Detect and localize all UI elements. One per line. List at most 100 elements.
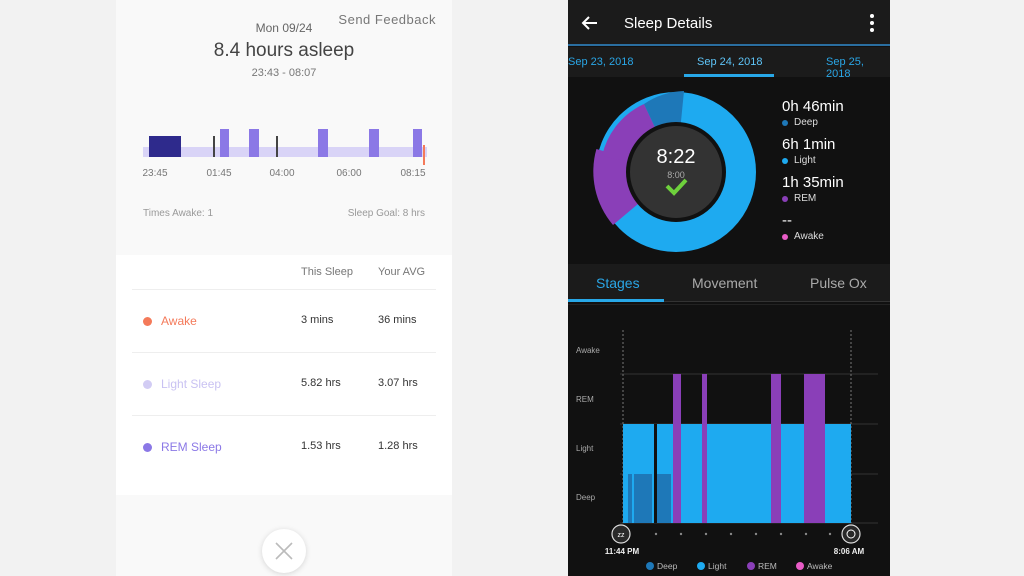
timeline-deep-segment [149,136,181,157]
tab-underline [568,299,664,302]
row-label: REM Sleep [161,440,222,454]
deep-stage-block [634,474,652,523]
rem-stage-block [771,374,781,523]
date-current[interactable]: Sep 24, 2018 [697,56,763,68]
timeline-awake-marker [423,145,425,165]
table-row: Light Sleep 5.82 hrs 3.07 hrs [132,352,436,414]
sleep-goal: Sleep Goal: 8 hrs [347,208,425,219]
stat-label: Light [794,155,816,166]
table-row: REM Sleep 1.53 hrs 1.28 hrs [132,415,436,477]
awake-dot-icon [143,317,152,326]
legend-awake: Awake [807,561,833,571]
y-label-deep: Deep [576,493,596,502]
light-sleep-dot-icon [143,380,152,389]
sleep-stages-chart: Awake REM Light Deep zz 11:44 PM 8:06 AM… [568,304,890,571]
stat-rem: 1h 35min REM [782,174,844,204]
back-arrow-icon[interactable] [580,13,600,33]
close-icon [275,542,293,560]
row-label: Light Sleep [161,377,222,391]
garmin-sleep-screen: Sleep Details Sep 23, 2018 Sep 24, 2018 … [568,0,890,576]
tab-bar: Stages Movement Pulse Ox [568,264,890,302]
sleep-goal-time: 8:00 [667,170,685,180]
timeline-base [143,147,427,157]
stat-deep: 0h 46min Deep [782,98,844,128]
alarm-clock-icon [841,524,861,544]
legend-rem-dot-icon [747,562,755,570]
stat-label: Awake [794,231,824,242]
zzz-icon: zz [618,532,626,539]
sleep-date: Mon 09/24 [255,21,313,35]
fitbit-sleep-screen: Send Feedback Mon 09/24 8.4 hours asleep… [116,0,452,576]
y-label-awake: Awake [576,346,600,355]
donut-center [628,124,724,220]
timeline-wake-marker [213,136,215,157]
tab-stages[interactable]: Stages [596,275,640,291]
awake-dot-icon [782,233,788,240]
sleep-donut-chart: 8:22 8:00 [593,91,756,252]
row-avg-value: 3.07 hrs [378,377,418,389]
chart-end-time: 8:06 AM [834,547,865,556]
time-tick: 06:00 [336,168,362,179]
col-your-avg: Your AVG [378,266,426,278]
legend-awake-dot-icon [796,562,804,570]
deep-stage-block [657,474,671,523]
check-icon [665,178,688,196]
timeline-wake-marker [276,136,278,157]
y-label-light: Light [576,444,594,453]
sleep-start-icon [611,524,631,544]
sleep-stage-table: This Sleep Your AVG Awake 3 mins 36 mins… [116,255,452,495]
date-prev[interactable]: Sep 23, 2018 [568,56,634,68]
y-label-rem: REM [576,395,594,404]
stat-awake: -- Awake [782,212,824,242]
timeline-rem-segment [249,129,259,157]
rem-stage-block [804,374,825,523]
gap-block [654,424,657,523]
legend-light-dot-icon [697,562,705,570]
timeline-rem-segment [220,129,229,157]
date-underline [684,74,774,77]
time-tick: 04:00 [269,168,295,179]
timeline-rem-segment [413,129,422,157]
row-this-value: 1.53 hrs [301,440,341,452]
total-sleep-time: 8:22 [657,146,696,168]
rem-sleep-dot-icon [143,443,152,452]
timeline-rem-segment [318,129,328,157]
row-avg-value: 36 mins [378,314,417,326]
stat-value: 1h 35min [782,174,844,191]
stat-value: -- [782,212,792,229]
stat-label: REM [794,193,817,204]
legend-deep: Deep [657,561,678,571]
deep-dot-icon [782,119,788,126]
row-this-value: 5.82 hrs [301,377,341,389]
deep-stage-block [628,474,632,523]
tab-pulse-ox[interactable]: Pulse Ox [810,275,867,291]
time-tick: 01:45 [206,168,232,179]
close-button[interactable] [262,529,306,573]
table-row: Awake 3 mins 36 mins [132,289,436,351]
legend-deep-dot-icon [646,562,654,570]
legend-light: Light [708,561,727,571]
time-tick: 08:15 [400,168,426,179]
chart-start-time: 11:44 PM [605,547,640,556]
hours-asleep: 8.4 hours asleep [213,40,355,61]
row-label: Awake [161,314,197,328]
legend-rem: REM [758,561,777,571]
date-next[interactable]: Sep 25, 2018 [826,56,864,80]
date-selector: Sep 23, 2018 Sep 24, 2018 Sep 25, 2018 [568,47,890,80]
stat-value: 6h 1min [782,136,836,153]
row-avg-value: 1.28 hrs [378,440,418,452]
rem-stage-block [702,374,707,523]
sleep-time-range: 23:43 - 08:07 [251,67,317,79]
tab-movement[interactable]: Movement [692,275,758,291]
light-dot-icon [782,157,788,164]
sleep-timeline [143,120,427,166]
row-this-value: 3 mins [301,314,334,326]
stat-label: Deep [794,117,818,128]
rem-stage-block [673,374,681,523]
page-title: Sleep Details [624,15,713,32]
times-awake: Times Awake: 1 [143,208,214,219]
col-this-sleep: This Sleep [301,266,353,278]
send-feedback-link[interactable]: Send Feedback [338,12,436,27]
more-vert-icon[interactable] [864,12,880,34]
stat-light: 6h 1min Light [782,136,835,166]
